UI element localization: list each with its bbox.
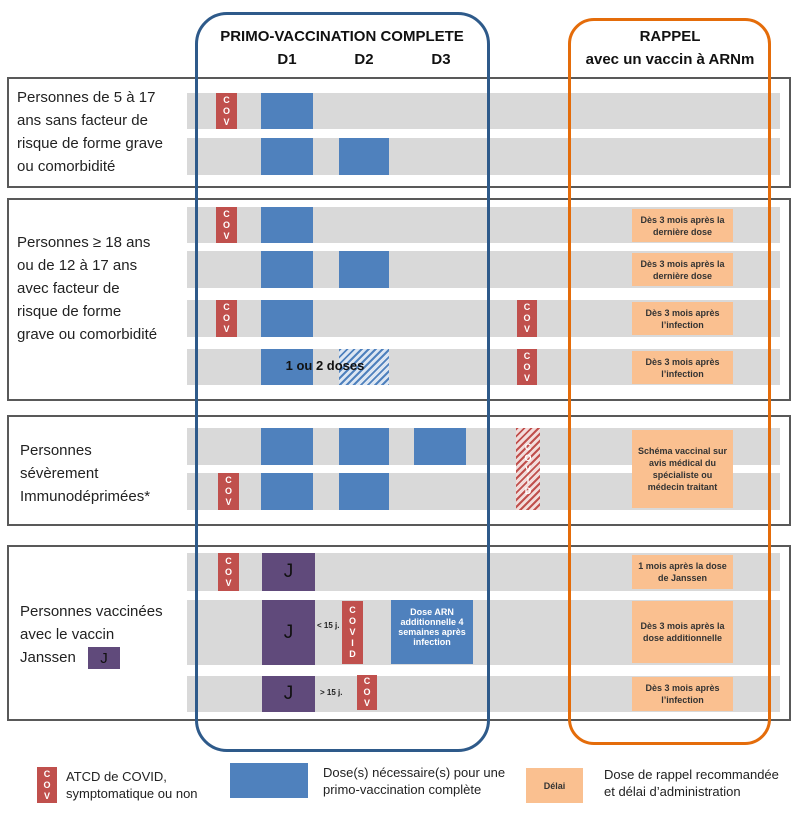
- delay-note: > 15 j.: [320, 688, 343, 697]
- rappel-title: RAPPEL: [639, 28, 701, 45]
- atcd-mark: COV: [218, 473, 239, 510]
- legend-delay-text: Dose de rappel recommandée et délai d’ad…: [604, 767, 779, 799]
- group-label: Janssen: [20, 649, 76, 666]
- group-label: ou de 12 à 17 ans: [17, 257, 138, 274]
- atcd-mark: COV: [218, 553, 239, 591]
- dose-note: 1 ou 2 doses: [285, 358, 365, 373]
- rappel-delay: Dès 3 mois après l’infection: [632, 677, 733, 711]
- dose-block: [339, 428, 389, 465]
- dose-block: [261, 349, 313, 385]
- rappel-delay: Dès 3 mois après la dernière dose: [632, 209, 733, 242]
- group-label: avec facteur de: [17, 280, 120, 297]
- dose-block: [261, 428, 313, 465]
- atcd-mark: COV: [216, 300, 237, 337]
- additional-dose: Dose ARN additionnelle 4 semaines après …: [391, 600, 473, 664]
- dose-block: [261, 93, 313, 129]
- group-label: ou comorbidité: [17, 158, 116, 175]
- group-box: [7, 77, 791, 188]
- legend-atcd-text: ATCD de COVID, symptomatique ou non: [66, 769, 198, 801]
- legend-atcd-mark: COV: [37, 767, 57, 803]
- atcd-mark: COV: [216, 207, 237, 243]
- primo-outline: [195, 12, 490, 752]
- group-label: ans sans facteur de: [17, 112, 148, 129]
- delay-note: < 15 j.: [317, 621, 340, 630]
- dose-block: [261, 473, 313, 510]
- atcd-mark: COV: [517, 349, 537, 385]
- atcd-mark: COV: [357, 675, 377, 710]
- janssen-dose: J: [262, 553, 315, 591]
- rappel-delay: Schéma vaccinal sur avis médical du spéc…: [632, 430, 733, 508]
- group-label: sévèrement: [20, 465, 99, 482]
- primo-title: PRIMO-VACCINATION COMPLETE: [220, 28, 464, 45]
- optional-dose-block: [339, 349, 389, 385]
- rappel-delay: Dès 3 mois après la dose additionnelle: [632, 601, 733, 663]
- dose-block: [414, 428, 466, 465]
- janssen-dose: J: [262, 600, 315, 665]
- dose-block: [261, 251, 313, 288]
- group-box: [7, 415, 791, 526]
- atcd-mark: COV: [517, 300, 537, 337]
- atcd-mark: COVID: [342, 601, 363, 664]
- group-label: Immunodéprimées*: [20, 488, 151, 505]
- group-label: Personnes: [20, 442, 92, 459]
- rappel-subtitle: avec un vaccin à ARNm: [585, 51, 755, 68]
- dose-header: D3: [431, 51, 451, 68]
- group-label: Personnes de 5 à 17: [17, 89, 156, 106]
- group-label: grave ou comorbidité: [17, 326, 158, 343]
- dose-block: [339, 251, 389, 288]
- rappel-delay: 1 mois après la dose de Janssen: [632, 555, 733, 589]
- dose-block: [339, 473, 389, 510]
- rappel-delay: Dès 3 mois après la dernière dose: [632, 253, 733, 286]
- dose-block: [261, 300, 313, 337]
- dose-block: [261, 138, 313, 175]
- dose-header: D2: [354, 51, 374, 68]
- rappel-delay: Dès 3 mois après l’infection: [632, 302, 733, 335]
- group-box: [7, 545, 791, 721]
- legend-dose-text: Dose(s) nécessaire(s) pour une primo-vac…: [323, 765, 506, 797]
- rappel-outline: [568, 18, 771, 745]
- dose-block: [261, 207, 313, 243]
- group-label: Personnes vaccinées: [20, 603, 163, 620]
- janssen-icon: J: [88, 647, 120, 669]
- atcd-mark: COV: [216, 93, 237, 129]
- group-label: avec le vaccin: [20, 626, 115, 643]
- legend-dose-swatch: [230, 763, 308, 798]
- janssen-dose: J: [262, 676, 315, 712]
- dose-header: D1: [277, 51, 297, 68]
- rappel-delay: Dès 3 mois après l’infection: [632, 351, 733, 384]
- atcd-mark: COVID: [516, 428, 540, 510]
- group-label: risque de forme grave: [17, 135, 163, 152]
- group-box: [7, 198, 791, 401]
- group-label: Personnes ≥ 18 ans: [17, 234, 151, 251]
- group-label: risque de forme: [17, 303, 122, 320]
- dose-block: [339, 138, 389, 175]
- legend-delay-mark: Délai: [526, 768, 583, 803]
